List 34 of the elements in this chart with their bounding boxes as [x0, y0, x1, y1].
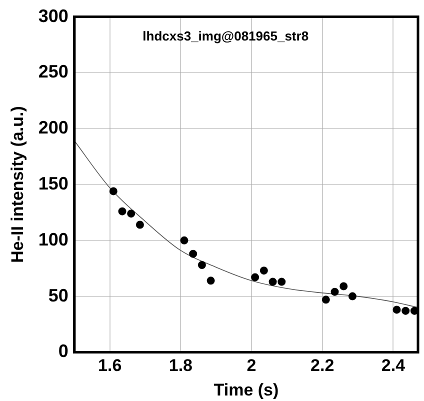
point [136, 220, 144, 229]
point [348, 292, 356, 300]
point [180, 236, 188, 244]
y-tick-label: 150 [38, 173, 68, 194]
x-tick-label: 1.8 [168, 356, 193, 376]
y-axis-title: He-II intensity (a.u.) [8, 106, 27, 263]
point [322, 296, 330, 304]
point [268, 278, 277, 286]
point [392, 306, 401, 314]
point [198, 260, 206, 269]
point [206, 276, 215, 285]
point [260, 266, 268, 275]
point [127, 210, 136, 218]
point [118, 207, 126, 216]
point [330, 288, 339, 296]
point [189, 250, 198, 258]
x-axis-title: Time (s) [214, 380, 279, 400]
y-tick-label: 0 [58, 341, 68, 362]
y-tick-label: 50 [48, 285, 68, 306]
annotation: lhdcxs3_img@081965_str8 [142, 28, 309, 44]
y-tick-label: 300 [38, 6, 68, 26]
x-tick-label: 2 [246, 356, 256, 376]
x-tick-label: 2.2 [310, 356, 334, 376]
y-tick-label: 250 [38, 62, 68, 82]
point [251, 273, 260, 282]
x-tick-label: 2.4 [381, 356, 406, 376]
point [340, 282, 348, 290]
y-tick-label: 200 [38, 118, 68, 138]
point [109, 187, 118, 196]
point [410, 306, 418, 315]
y-tick-label: 100 [38, 229, 68, 250]
x-tick-label: 1.6 [98, 356, 122, 376]
point [278, 278, 286, 286]
point [402, 306, 410, 315]
